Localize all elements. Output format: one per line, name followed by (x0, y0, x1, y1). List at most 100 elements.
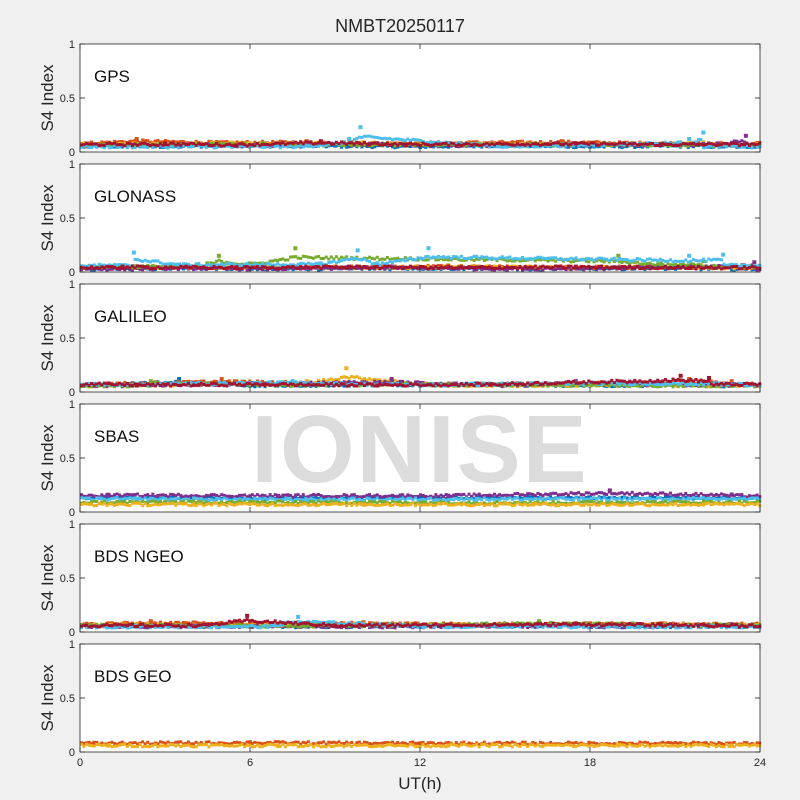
data-marker (528, 140, 532, 144)
data-marker (495, 259, 499, 263)
data-marker (602, 144, 606, 148)
data-marker (197, 262, 201, 266)
data-marker (342, 144, 346, 148)
data-marker (340, 255, 344, 259)
data-marker (283, 140, 287, 144)
data-marker (561, 142, 565, 146)
data-marker (347, 258, 351, 262)
data-marker (166, 266, 170, 270)
data-marker (166, 146, 170, 150)
data-marker (582, 141, 586, 145)
data-marker (255, 263, 259, 267)
data-marker (342, 256, 346, 260)
data-marker (337, 266, 341, 270)
data-marker (281, 263, 285, 267)
data-marker (444, 141, 448, 145)
data-marker (352, 256, 356, 260)
data-marker (324, 141, 328, 145)
data-marker (480, 256, 484, 260)
data-marker (536, 257, 540, 261)
data-marker (235, 140, 239, 144)
data-marker (141, 138, 145, 142)
data-marker (712, 143, 716, 147)
data-marker (538, 145, 542, 149)
data-marker (707, 144, 711, 148)
data-marker (684, 263, 688, 267)
data-marker (314, 380, 318, 384)
data-point (729, 379, 734, 384)
data-marker (735, 139, 739, 143)
data-marker (712, 266, 716, 270)
data-marker (538, 143, 542, 147)
data-marker (697, 259, 701, 263)
data-marker (169, 144, 173, 148)
data-marker (368, 255, 372, 259)
data-marker (648, 267, 652, 271)
data-marker (709, 142, 713, 146)
data-marker (439, 255, 443, 259)
data-marker (299, 144, 303, 148)
axes-background (80, 164, 760, 272)
data-marker (505, 265, 509, 269)
data-marker (546, 143, 550, 147)
data-marker (370, 146, 374, 150)
data-point (389, 264, 394, 269)
data-marker (403, 265, 407, 269)
data-marker (526, 267, 530, 271)
data-marker (592, 258, 596, 262)
data-marker (340, 265, 344, 269)
data-marker (158, 140, 162, 144)
data-marker (161, 145, 165, 149)
data-marker (289, 263, 293, 267)
data-point (318, 261, 323, 266)
data-marker (324, 266, 328, 270)
data-marker (97, 144, 101, 148)
data-marker (679, 140, 683, 144)
data-marker (554, 264, 558, 268)
data-marker (717, 143, 721, 147)
data-marker (296, 262, 300, 266)
data-marker (138, 140, 142, 144)
data-marker (365, 378, 369, 382)
data-marker (755, 268, 759, 272)
data-marker (490, 143, 494, 147)
data-marker (362, 377, 366, 381)
data-marker (340, 375, 344, 379)
data-marker (299, 261, 303, 265)
data-marker (651, 142, 655, 146)
data-marker (449, 256, 453, 260)
data-marker (255, 141, 259, 145)
data-marker (500, 139, 504, 143)
data-marker (566, 264, 570, 268)
data-marker (702, 257, 706, 261)
data-marker (569, 256, 573, 260)
data-marker (630, 266, 634, 270)
data-marker (378, 258, 382, 262)
data-marker (128, 142, 132, 146)
data-marker (322, 143, 326, 147)
data-marker (541, 264, 545, 268)
data-marker (663, 142, 667, 146)
data-marker (668, 258, 672, 262)
data-marker (148, 266, 152, 270)
data-marker (128, 144, 132, 148)
data-marker (156, 259, 160, 263)
data-marker (482, 267, 486, 271)
data-marker (582, 265, 586, 269)
data-marker (345, 142, 349, 146)
data-marker (95, 266, 99, 270)
data-marker (699, 142, 703, 146)
data-marker (253, 385, 257, 389)
data-marker (612, 143, 616, 147)
data-marker (602, 260, 606, 264)
data-marker (515, 139, 519, 143)
data-marker (704, 142, 708, 146)
data-marker (197, 144, 201, 148)
data-marker (207, 143, 211, 147)
data-marker (702, 143, 706, 147)
data-marker (505, 142, 509, 146)
data-marker (138, 264, 142, 268)
data-marker (679, 266, 683, 270)
data-marker (281, 141, 285, 145)
data-marker (500, 267, 504, 271)
